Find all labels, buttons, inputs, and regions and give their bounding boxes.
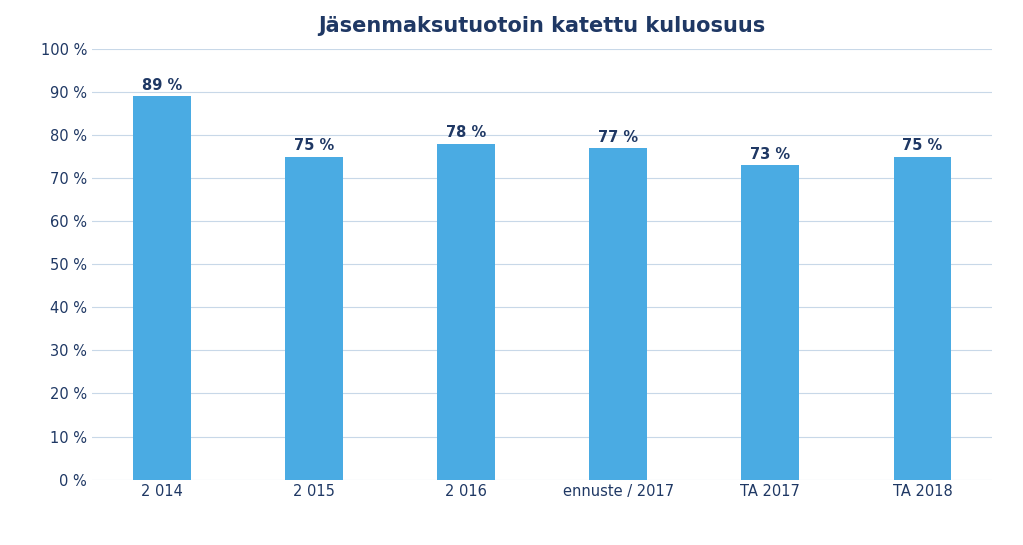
Text: 75 %: 75 % (902, 138, 942, 153)
Bar (133, 96, 191, 480)
Text: 78 %: 78 % (446, 125, 486, 140)
Text: 89 %: 89 % (142, 78, 182, 93)
Bar (893, 157, 951, 480)
Bar (285, 157, 343, 480)
Text: 75 %: 75 % (294, 138, 335, 153)
Bar (742, 165, 799, 480)
Text: 77 %: 77 % (598, 130, 638, 144)
Text: 73 %: 73 % (750, 147, 791, 162)
Title: Jäsenmaksutuotoin katettu kuluosuus: Jäsenmaksutuotoin katettu kuluosuus (318, 16, 766, 37)
Bar (589, 148, 648, 480)
Bar (437, 144, 495, 480)
